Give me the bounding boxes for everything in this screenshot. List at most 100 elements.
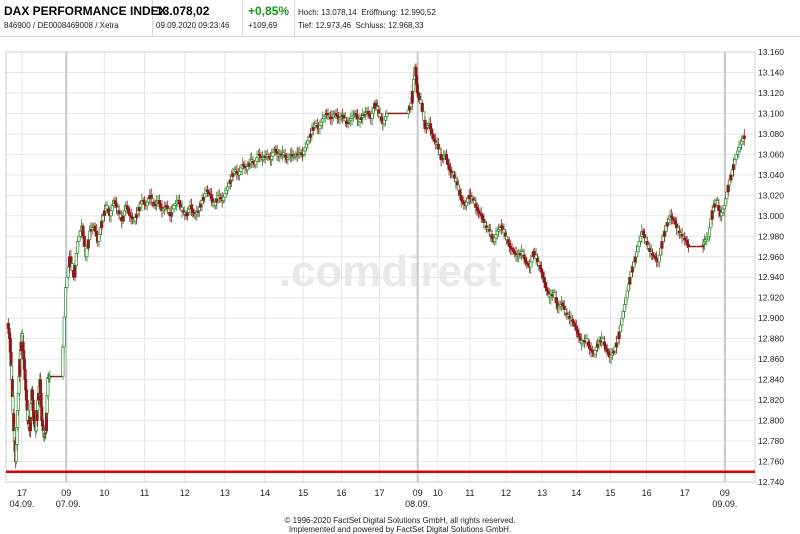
candle-body xyxy=(538,264,542,270)
y-tick-label: 12.740 xyxy=(758,477,784,487)
candle-body xyxy=(562,305,566,311)
candle-body xyxy=(605,348,609,352)
candle-body xyxy=(65,276,69,288)
candle-body xyxy=(211,198,215,203)
candle-body xyxy=(474,203,478,208)
candle-body xyxy=(231,172,235,177)
candle-body xyxy=(614,342,619,348)
candle-body xyxy=(370,113,374,119)
last-price: 13.078,02 xyxy=(156,4,210,18)
x-tick-label: 09 xyxy=(413,488,423,498)
x-tick-label: 16 xyxy=(336,488,346,498)
candle-body xyxy=(382,119,386,125)
candle-body xyxy=(472,200,477,205)
candle-body xyxy=(62,316,66,348)
date-label: 07.09. xyxy=(56,499,81,509)
candle-body xyxy=(664,225,668,232)
x-tick-label: 11 xyxy=(465,488,474,498)
low-close-line: Tief: 12.973,46 Schluss: 12.968,33 xyxy=(298,21,424,30)
candle-body xyxy=(319,121,323,126)
candle-body xyxy=(302,150,306,155)
candle-body xyxy=(541,271,545,278)
candle-body xyxy=(738,143,742,148)
candle-body xyxy=(255,157,259,162)
candle-body xyxy=(522,254,526,259)
candle-body xyxy=(74,252,78,266)
x-tick-label: 13 xyxy=(537,488,547,498)
candle-body xyxy=(719,212,724,217)
candle-body xyxy=(118,213,123,218)
candle-body xyxy=(69,256,73,264)
candle-body xyxy=(97,234,101,242)
candle-body xyxy=(660,241,664,249)
candle-body xyxy=(88,230,92,241)
candle-body xyxy=(431,133,435,140)
candle-body xyxy=(711,206,716,212)
low-label: Tief: xyxy=(298,21,314,30)
candle-body xyxy=(147,198,151,203)
candle-body xyxy=(422,111,426,121)
intraday-chart: .comdirect 12.740 12.760 12.780 12.800 12.820… xyxy=(5,47,784,509)
candle-body xyxy=(533,251,537,256)
y-tick-label: 13.080 xyxy=(758,129,784,139)
candle-body xyxy=(159,203,163,208)
candle-body xyxy=(213,201,218,206)
candle-body xyxy=(201,196,206,201)
candle-body xyxy=(624,297,628,305)
candle-body xyxy=(602,341,606,346)
candle-body xyxy=(576,329,580,334)
candle-body xyxy=(616,338,620,344)
copyright-line: © 1996-2020 FactSet Digital Solutions Gm… xyxy=(284,516,516,525)
range-cell: Hoch: 13.078,14 Eröffnung: 12.990,52 Tie… xyxy=(294,0,479,36)
candle-body xyxy=(76,241,80,254)
candle-body xyxy=(617,331,621,340)
candle-body xyxy=(137,206,141,212)
candle-body xyxy=(728,179,732,186)
candle-body xyxy=(542,276,546,283)
y-tick-label: 13.160 xyxy=(758,47,784,57)
candle-body xyxy=(78,230,82,237)
candle-body xyxy=(94,230,98,237)
candle-body xyxy=(377,109,381,114)
candle-body xyxy=(523,258,527,263)
candle-body xyxy=(475,206,479,212)
x-tick-label: 17 xyxy=(17,488,27,498)
candle-body xyxy=(221,196,226,201)
candle-body xyxy=(98,227,102,235)
y-tick-label: 12.860 xyxy=(758,354,784,364)
y-tick-label: 12.780 xyxy=(758,436,784,446)
candle-body xyxy=(456,184,461,191)
candle-body xyxy=(629,271,633,278)
candle-body xyxy=(577,333,581,338)
change-absolute: +109,69 xyxy=(248,21,278,30)
candle-body xyxy=(659,247,663,256)
candle-body xyxy=(385,113,389,118)
close-label: Schluss: xyxy=(355,21,386,30)
candle-body xyxy=(227,183,231,188)
candle-body xyxy=(686,244,690,247)
candle-body xyxy=(149,194,153,200)
candle-body xyxy=(489,230,493,235)
candle-body xyxy=(561,302,565,307)
x-tick-label: 12 xyxy=(180,488,190,498)
candle-body xyxy=(303,147,307,152)
candle-body xyxy=(73,264,77,278)
candle-body xyxy=(574,326,578,331)
candle-body xyxy=(420,102,424,113)
candle-body xyxy=(626,283,631,292)
candle-body xyxy=(736,150,740,155)
candle-body xyxy=(136,210,140,215)
candle-body xyxy=(66,266,70,278)
candle-body xyxy=(740,141,744,145)
candle-body xyxy=(191,208,195,213)
candle-body xyxy=(342,115,346,119)
candle-body xyxy=(710,210,714,220)
candle-body xyxy=(318,125,322,130)
open-label: Eröffnung: xyxy=(361,8,398,17)
candle-body xyxy=(535,258,540,263)
candle-body xyxy=(641,230,645,235)
candle-body xyxy=(410,90,414,104)
candle-body xyxy=(228,179,232,184)
candle-body xyxy=(306,140,310,145)
candle-body xyxy=(578,336,582,341)
